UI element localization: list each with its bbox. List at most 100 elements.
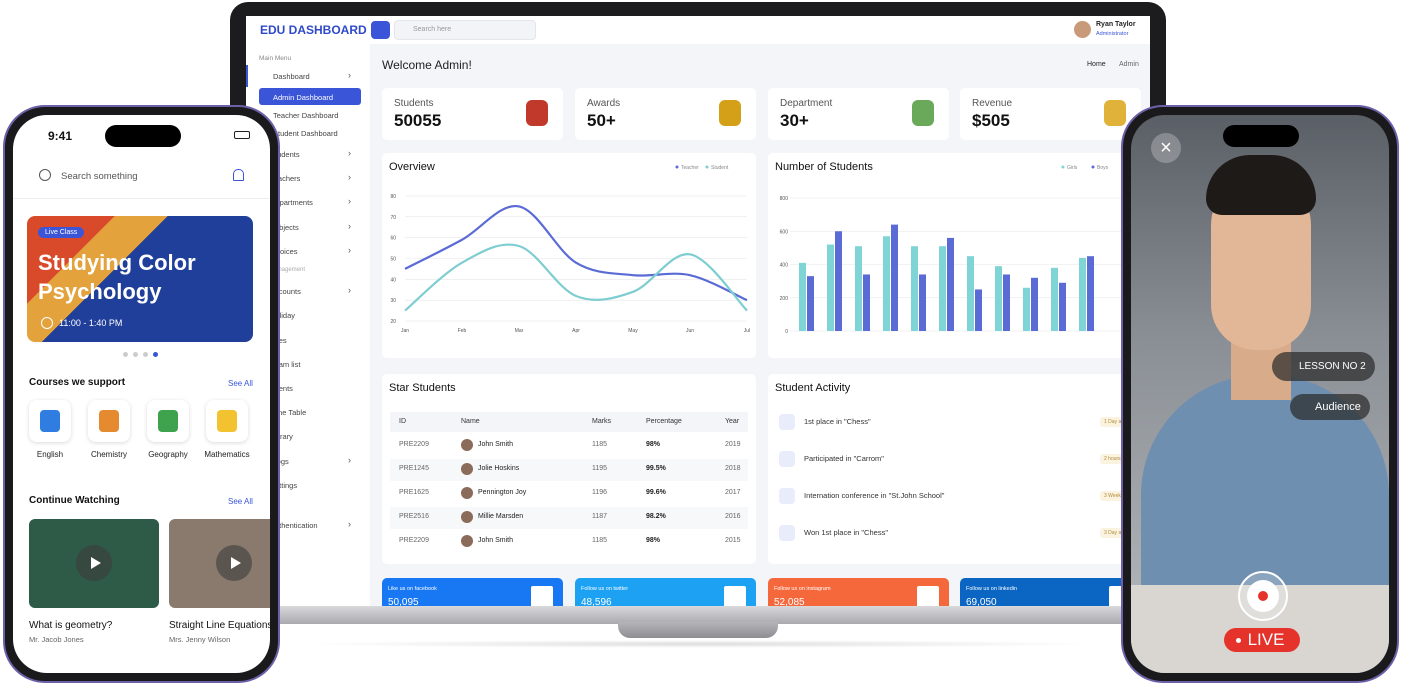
activity-text: Participated in "Carrom"	[804, 454, 884, 463]
menu-item[interactable]: Library	[270, 432, 293, 441]
video-author: Mrs. Jenny Wilson	[169, 635, 231, 644]
activity-card: Student Activity 1st place in "Chess" 1 Da…	[768, 374, 1142, 564]
social-value: 48,596	[581, 597, 612, 606]
play-triangle	[231, 557, 241, 569]
bar	[891, 224, 898, 331]
menu-item[interactable]: Invoices	[270, 247, 298, 256]
menu-item[interactable]: Subjects	[270, 223, 299, 232]
column-header: ID	[399, 418, 406, 425]
bar	[883, 236, 890, 331]
menu-item[interactable]: Student Dashboard	[273, 129, 338, 138]
menu-item[interactable]: Settings	[270, 481, 298, 490]
table-cell: 2015	[725, 537, 741, 544]
dynamic-island	[1223, 125, 1299, 147]
carousel-dot	[123, 352, 128, 357]
table-cell: 1185	[592, 537, 608, 544]
audience-pill[interactable]: Audience	[1290, 394, 1370, 420]
social-card[interactable]: Like us on facebook 50,095	[382, 578, 563, 606]
bar	[799, 262, 806, 331]
bar	[919, 274, 926, 331]
y-tick-label: 0	[785, 329, 788, 335]
social-card[interactable]: Follow us on instagram 52,085	[768, 578, 949, 606]
activity-icon	[779, 488, 795, 504]
stat-icon	[719, 100, 741, 126]
menu-item[interactable]: Events	[270, 384, 293, 393]
legend-label: Boys	[1097, 165, 1109, 171]
clock-icon	[41, 317, 53, 329]
video-thumb[interactable]	[29, 519, 159, 608]
courses-link[interactable]: See All	[228, 379, 253, 388]
table-cell: John Smith	[478, 537, 514, 544]
social-card[interactable]: Follow us on twitter 48,596	[575, 578, 756, 606]
x-tick-label: Feb	[458, 328, 467, 334]
course-glyph	[99, 410, 119, 432]
column-header: Year	[725, 418, 740, 425]
line-series	[404, 205, 748, 302]
table-cell: 2016	[725, 513, 741, 520]
live-dot	[1236, 638, 1241, 643]
bar	[1023, 287, 1030, 331]
menu-item[interactable]: Accounts	[270, 287, 301, 296]
search-placeholder: Search here	[413, 26, 452, 33]
course-icon[interactable]	[206, 400, 248, 442]
course-icon[interactable]	[88, 400, 130, 442]
close-button[interactable]: ×	[1151, 133, 1181, 163]
menu-item[interactable]: Dashboard	[273, 72, 310, 81]
stat-value: 50+	[587, 111, 616, 130]
menu-item[interactable]: Admin Dashboard	[273, 93, 334, 102]
table-cell: PRE1625	[399, 489, 429, 496]
legend-dot	[705, 165, 709, 169]
table-cell: PRE2516	[399, 513, 429, 520]
x-tick-label: Jun	[686, 328, 694, 334]
avatar[interactable]	[1074, 21, 1091, 38]
video-thumb[interactable]	[169, 519, 270, 608]
user-role: Administrator	[1096, 31, 1129, 37]
menu-toggle[interactable]	[371, 21, 390, 39]
stat-card: Department 30+	[768, 88, 949, 140]
menu-item[interactable]: Students	[270, 150, 300, 159]
table-cell: PRE2209	[399, 537, 429, 544]
bar	[827, 244, 834, 331]
watch-link[interactable]: See All	[228, 497, 253, 506]
legend-label: Teacher	[681, 165, 699, 171]
social-card[interactable]: Follow us on linkedin 69,050	[960, 578, 1141, 606]
x-tick-label: Apr	[572, 328, 580, 334]
row-avatar	[461, 511, 473, 523]
person-hair	[1206, 155, 1316, 215]
divider	[13, 198, 270, 199]
legend-label: Student	[711, 165, 729, 171]
row-avatar	[461, 535, 473, 547]
menu-arrow: ›	[348, 70, 351, 80]
banner-tag: Live Class	[38, 227, 85, 238]
bar	[835, 231, 842, 331]
search-placeholder[interactable]: Search something	[61, 171, 138, 182]
menu-item[interactable]: Time Table	[270, 408, 307, 417]
course-label: Mathematics	[204, 450, 250, 459]
search-box[interactable]	[394, 20, 536, 40]
menu-item[interactable]: Teachers	[270, 174, 301, 183]
course-icon[interactable]	[29, 400, 71, 442]
stat-icon	[1104, 100, 1126, 126]
social-icon	[528, 583, 556, 606]
table-cell: 99.5%	[646, 465, 666, 472]
table-cell: 98%	[646, 537, 661, 544]
menu-item[interactable]: Holiday	[270, 311, 296, 320]
social-label: Follow us on twitter	[581, 586, 629, 592]
breadcrumb-home[interactable]: Home	[1087, 61, 1106, 68]
bar	[939, 246, 946, 331]
x-tick-label: Mar	[515, 328, 524, 334]
chart: Girls Boys 0 200 400 600 800	[780, 165, 1142, 335]
menu-item[interactable]: Departments	[270, 198, 313, 207]
activity-text: Won 1st place in "Chess"	[804, 528, 888, 537]
table-cell: 98.2%	[646, 513, 666, 520]
menu-arrow: ›	[348, 245, 351, 255]
bell-icon[interactable]	[233, 169, 244, 181]
table-cell: 1196	[592, 489, 608, 496]
menu-item[interactable]: Authentication	[270, 521, 318, 530]
menu-item[interactable]: Teacher Dashboard	[273, 111, 339, 120]
menu-item[interactable]: Exam list	[270, 360, 301, 369]
y-tick-label: 40	[390, 277, 396, 283]
carousel-dot	[143, 352, 148, 357]
row-avatar	[461, 487, 473, 499]
course-icon[interactable]	[147, 400, 189, 442]
